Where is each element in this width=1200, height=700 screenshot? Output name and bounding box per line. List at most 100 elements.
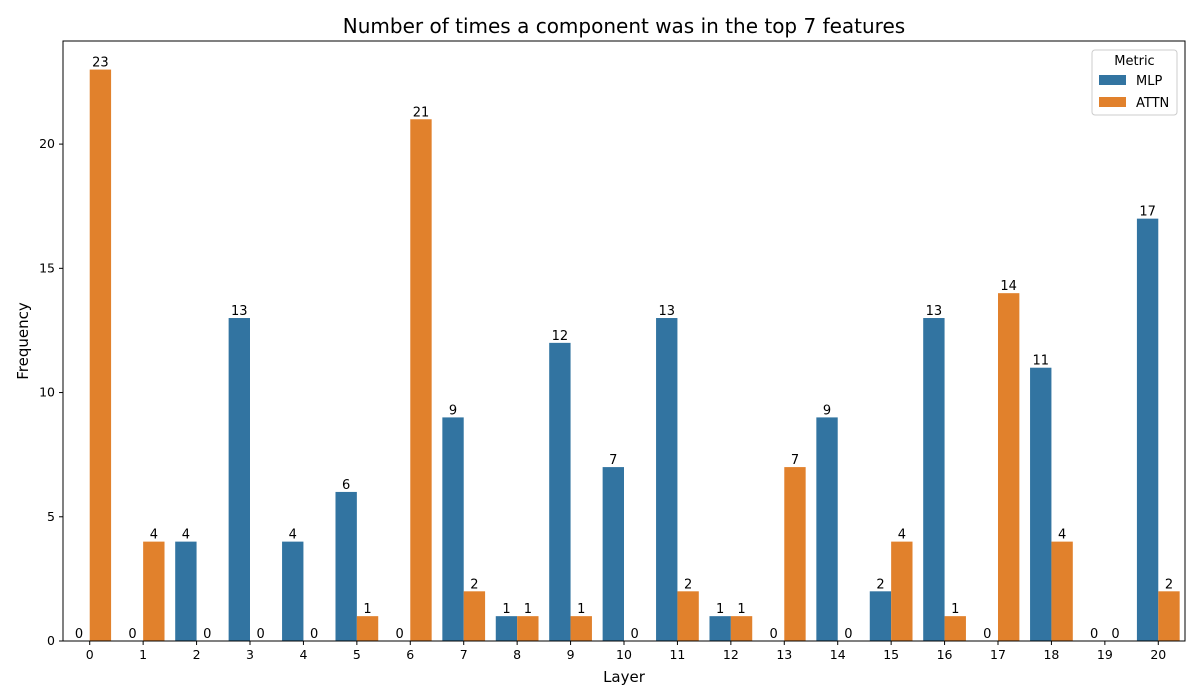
bar-attn-layer-18 — [1051, 541, 1073, 641]
data-label-attn-layer-12: 1 — [737, 602, 745, 617]
data-label-attn-layer-15: 4 — [898, 528, 906, 543]
bar-mlp-layer-5 — [335, 491, 357, 641]
bars-layer — [89, 69, 1180, 642]
data-label-mlp-layer-6: 0 — [395, 627, 403, 642]
bar-attn-layer-8 — [517, 616, 539, 641]
data-label-mlp-layer-3: 13 — [231, 304, 248, 319]
bar-attn-layer-20 — [1158, 591, 1180, 641]
data-label-attn-layer-7: 2 — [470, 577, 478, 592]
y-tick-label: 5 — [47, 509, 55, 524]
data-label-mlp-layer-10: 7 — [609, 453, 617, 468]
bar-attn-layer-16 — [944, 616, 966, 641]
x-tick-label: 2 — [193, 647, 201, 662]
x-tick-label: 3 — [246, 647, 254, 662]
x-tick-label: 4 — [299, 647, 307, 662]
y-tick-label: 0 — [47, 633, 55, 648]
data-label-attn-layer-3: 0 — [257, 627, 265, 642]
data-label-mlp-layer-19: 0 — [1090, 627, 1098, 642]
data-label-attn-layer-4: 0 — [310, 627, 318, 642]
x-tick-label: 6 — [406, 647, 414, 662]
x-axis-ticks: 0 1 2 3 4 5 6 7 8 9 10 11 12 13 14 15 16 17 18 19 20 — [86, 641, 1166, 662]
y-tick-label: 15 — [39, 260, 55, 275]
data-label-mlp-layer-14: 9 — [823, 403, 831, 418]
chart-title: Number of times a component was in the t… — [343, 14, 905, 38]
data-label-attn-layer-11: 2 — [684, 577, 692, 592]
legend-label-attn: ATTN — [1136, 96, 1169, 111]
bar-mlp-layer-15 — [869, 591, 892, 641]
bar-attn-layer-12 — [730, 616, 753, 641]
data-label-mlp-layer-8: 1 — [502, 602, 510, 617]
data-label-mlp-layer-20: 17 — [1139, 205, 1156, 220]
data-label-attn-layer-17: 14 — [1000, 279, 1017, 294]
x-tick-label: 5 — [353, 647, 361, 662]
data-label-attn-layer-18: 4 — [1058, 528, 1066, 543]
data-label-attn-layer-1: 4 — [150, 528, 158, 543]
x-tick-label: 20 — [1150, 647, 1166, 662]
data-label-attn-layer-10: 0 — [631, 627, 639, 642]
x-tick-label: 8 — [513, 647, 521, 662]
bar-mlp-layer-11 — [656, 318, 678, 641]
x-tick-label: 1 — [139, 647, 147, 662]
y-axis-label: Frequency — [14, 302, 32, 380]
y-axis-ticks: 0 5 10 15 20 — [39, 136, 63, 648]
x-tick-label: 9 — [567, 647, 575, 662]
legend-label-mlp: MLP — [1136, 74, 1162, 89]
data-label-mlp-layer-1: 0 — [128, 627, 136, 642]
bar-attn-layer-15 — [891, 541, 913, 641]
data-label-mlp-layer-9: 12 — [552, 329, 569, 344]
x-tick-label: 7 — [460, 647, 468, 662]
bar-mlp-layer-12 — [709, 616, 731, 641]
data-label-mlp-layer-18: 11 — [1032, 354, 1049, 369]
y-tick-label: 10 — [39, 385, 55, 400]
data-label-attn-layer-20: 2 — [1165, 577, 1173, 592]
x-tick-label: 13 — [776, 647, 792, 662]
x-axis-label: Layer — [603, 668, 646, 686]
bar-attn-layer-5 — [356, 616, 379, 641]
bar-attn-layer-1 — [143, 541, 165, 641]
data-label-mlp-layer-0: 0 — [75, 627, 83, 642]
data-label-mlp-layer-16: 13 — [926, 304, 943, 319]
data-label-mlp-layer-11: 13 — [658, 304, 675, 319]
data-label-mlp-layer-15: 2 — [876, 577, 884, 592]
data-label-attn-layer-9: 1 — [577, 602, 585, 617]
bar-attn-layer-13 — [784, 467, 806, 641]
x-tick-label: 10 — [616, 647, 632, 662]
x-tick-label: 18 — [1043, 647, 1059, 662]
data-label-attn-layer-2: 0 — [203, 627, 211, 642]
legend-swatch-attn — [1099, 97, 1126, 107]
bar-mlp-layer-3 — [228, 318, 250, 641]
bar-mlp-layer-16 — [923, 318, 945, 641]
data-label-mlp-layer-5: 6 — [342, 478, 350, 493]
bar-mlp-layer-9 — [549, 342, 571, 641]
data-label-mlp-layer-17: 0 — [983, 627, 991, 642]
data-label-attn-layer-5: 1 — [363, 602, 371, 617]
x-tick-label: 16 — [937, 647, 953, 662]
bar-attn-layer-7 — [463, 591, 486, 641]
data-label-attn-layer-19: 0 — [1111, 627, 1119, 642]
bar-mlp-layer-4 — [282, 541, 304, 641]
x-tick-label: 14 — [830, 647, 846, 662]
legend-title: Metric — [1114, 54, 1154, 69]
bar-mlp-layer-18 — [1030, 367, 1052, 641]
data-label-attn-layer-16: 1 — [951, 602, 959, 617]
x-tick-label: 15 — [883, 647, 899, 662]
bar-mlp-layer-8 — [495, 616, 518, 641]
bar-mlp-layer-7 — [442, 417, 464, 641]
data-label-attn-layer-0: 23 — [92, 56, 109, 71]
bar-mlp-layer-20 — [1136, 218, 1159, 641]
data-label-mlp-layer-12: 1 — [716, 602, 724, 617]
bar-attn-layer-17 — [998, 293, 1020, 641]
legend-swatch-mlp — [1099, 75, 1126, 85]
x-tick-label: 17 — [990, 647, 1006, 662]
x-tick-label: 12 — [723, 647, 739, 662]
bar-mlp-layer-14 — [816, 417, 838, 641]
bar-mlp-layer-2 — [175, 541, 197, 641]
data-label-mlp-layer-7: 9 — [449, 403, 457, 418]
data-label-attn-layer-8: 1 — [524, 602, 532, 617]
bar-attn-layer-6 — [410, 119, 432, 642]
data-label-mlp-layer-13: 0 — [769, 627, 777, 642]
y-tick-label: 20 — [39, 136, 55, 151]
data-label-attn-layer-14: 0 — [844, 627, 852, 642]
x-tick-label: 0 — [86, 647, 94, 662]
